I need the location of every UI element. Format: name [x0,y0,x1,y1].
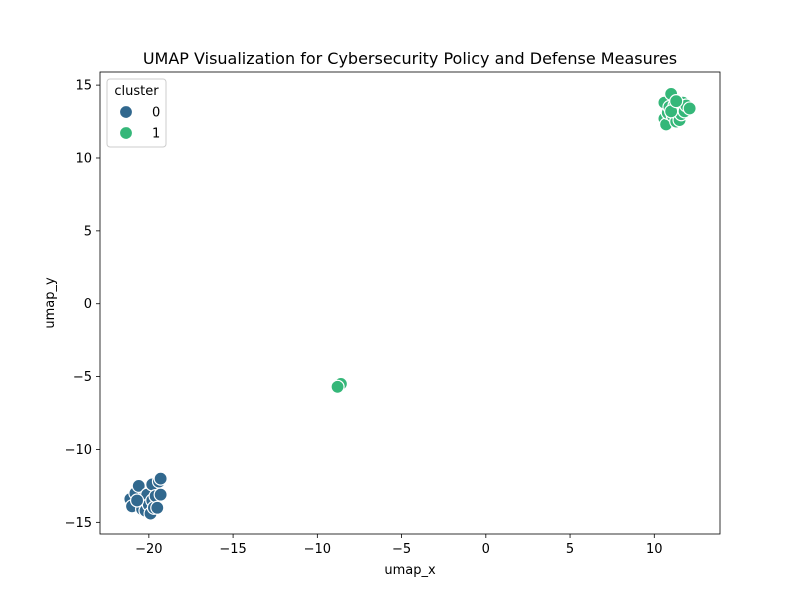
plot-area [99,71,721,535]
legend-label-0: 0 [152,106,160,121]
y-tick-label: 15 [75,79,92,94]
y-tick-label: 10 [75,151,92,166]
data-point [669,94,684,109]
x-axis-ticks: −20 −15 −10 −5 0 5 10 [135,534,663,557]
series-cluster-1 [330,86,697,394]
y-tick-label: 5 [84,224,92,239]
y-axis-ticks: −15 −10 −5 0 5 10 15 [65,79,100,531]
y-axis-label: umap_y [43,277,58,329]
y-tick-label: −15 [65,516,92,531]
plot-frame [99,71,721,535]
y-tick-label: 0 [84,297,92,312]
x-tick-label: 10 [646,542,663,557]
data-point [131,478,146,494]
legend-marker-1 [118,125,134,141]
x-tick-label: −15 [219,542,246,557]
data-point [153,471,168,486]
chart-title: UMAP Visualization for Cybersecurity Pol… [143,49,677,68]
data-point [682,101,697,116]
legend: cluster 0 1 [106,78,167,148]
legend-title: cluster [114,84,159,99]
legend-marker-0 [118,104,134,120]
x-tick-label: −20 [135,542,162,557]
x-tick-label: −5 [392,542,411,557]
y-tick-label: −5 [73,370,92,385]
data-point [330,379,345,394]
y-tick-label: −10 [65,443,92,458]
data-point [150,500,165,515]
data-point [153,487,168,502]
x-tick-label: 5 [566,542,574,557]
data-point [129,493,145,508]
x-tick-label: 0 [482,542,490,557]
series-cluster-0 [123,471,168,521]
x-tick-label: −10 [304,542,331,557]
legend-label-1: 1 [152,127,160,142]
x-axis-label: umap_x [384,563,436,578]
